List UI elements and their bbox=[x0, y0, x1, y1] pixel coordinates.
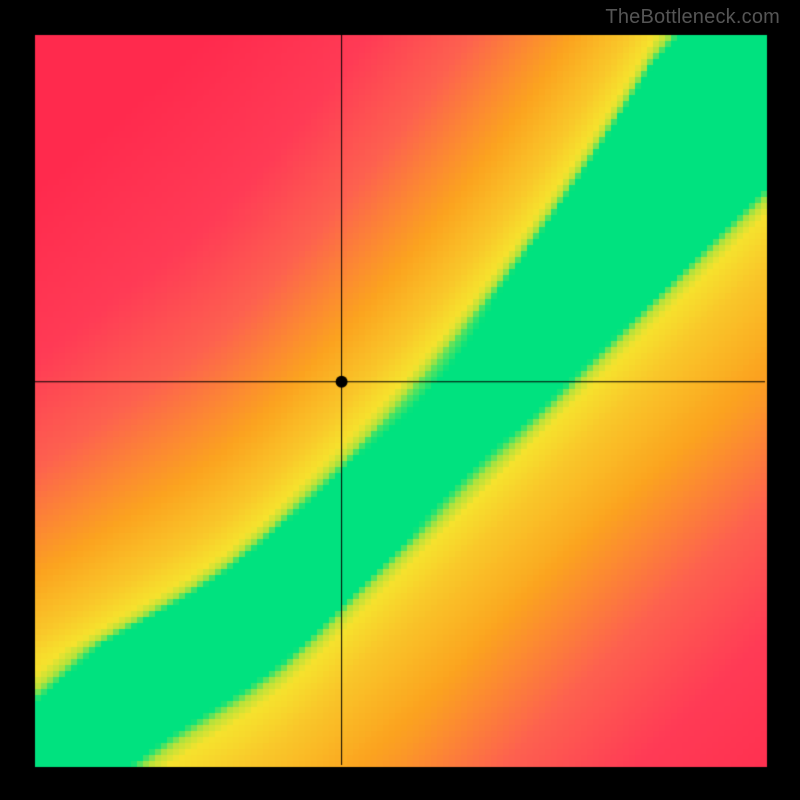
heatmap-canvas bbox=[0, 0, 800, 800]
watermark-text: TheBottleneck.com bbox=[605, 6, 780, 29]
chart-container: TheBottleneck.com bbox=[0, 0, 800, 800]
